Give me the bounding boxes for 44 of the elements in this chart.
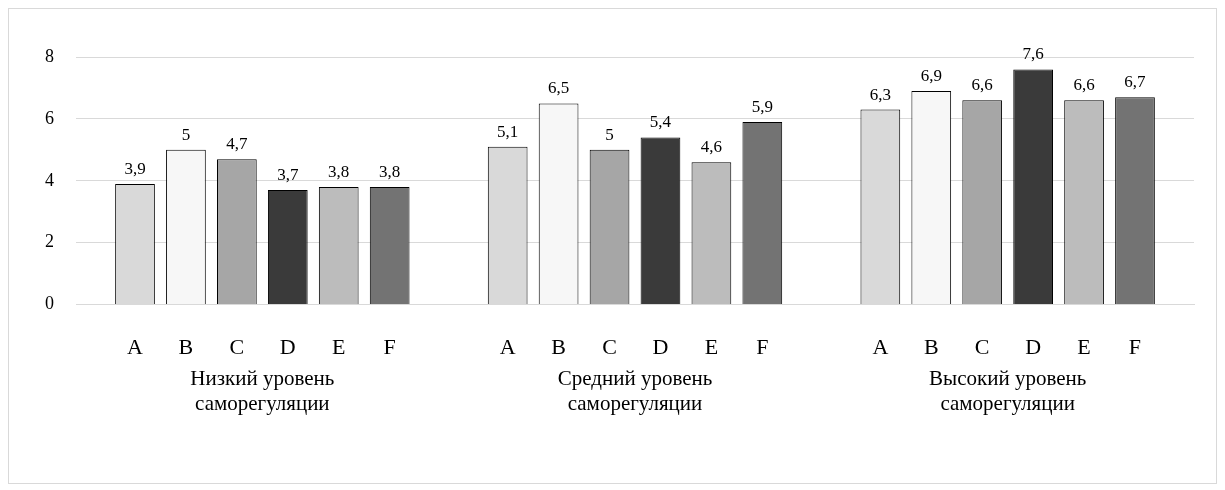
data-label: 4,6: [700, 137, 723, 157]
text: E: [1077, 334, 1091, 360]
data-label: 5,9: [751, 96, 773, 116]
data-label: 6,6: [971, 75, 993, 95]
series-label: E: [332, 334, 346, 360]
data-label: 6,6: [1073, 75, 1095, 95]
data-label: 6,7: [1124, 72, 1147, 92]
data-label: 3,9: [124, 158, 146, 178]
data-label: 6,3: [869, 84, 891, 104]
x-tick-label: Средний уровень саморегуляции: [557, 365, 713, 415]
data-label: 5,4: [649, 112, 672, 132]
text: A: [872, 334, 889, 360]
data-label: 3,8: [379, 161, 401, 181]
text: E: [704, 334, 719, 360]
text: D: [652, 334, 669, 360]
data-label: 7,6: [1022, 44, 1044, 64]
data-label: 5: [181, 124, 191, 144]
data-label: 6,5: [547, 78, 570, 98]
y-tick-label: 0: [45, 293, 54, 314]
data-label: 4,7: [226, 134, 248, 154]
series-label: A: [127, 334, 144, 360]
y-tick-label: 4: [45, 169, 54, 190]
y-tick-label: 2: [45, 231, 54, 252]
text: C: [602, 334, 617, 360]
x-tick-label: Высокий уровень саморегуляции: [929, 365, 1087, 415]
data-label: 5,1: [497, 121, 519, 141]
text: D: [1025, 334, 1042, 360]
data-label: 3,7: [277, 165, 299, 185]
y-tick-label: 6: [45, 107, 54, 128]
series-label: B: [178, 334, 194, 360]
y-tick-label: 8: [45, 45, 54, 66]
series-label: F: [383, 334, 396, 360]
text: B: [923, 334, 939, 360]
series-label: D: [279, 334, 296, 360]
data-label: 5: [605, 124, 614, 144]
text: F: [756, 334, 769, 360]
text: C: [974, 334, 990, 360]
data-label: 6,9: [920, 66, 942, 86]
series-label: C: [229, 334, 245, 360]
text: F: [1128, 334, 1142, 360]
x-tick-label: Низкий уровень саморегуляции: [190, 365, 335, 415]
text: A: [499, 334, 516, 360]
data-label: 3,8: [328, 161, 350, 181]
text: B: [551, 334, 566, 360]
